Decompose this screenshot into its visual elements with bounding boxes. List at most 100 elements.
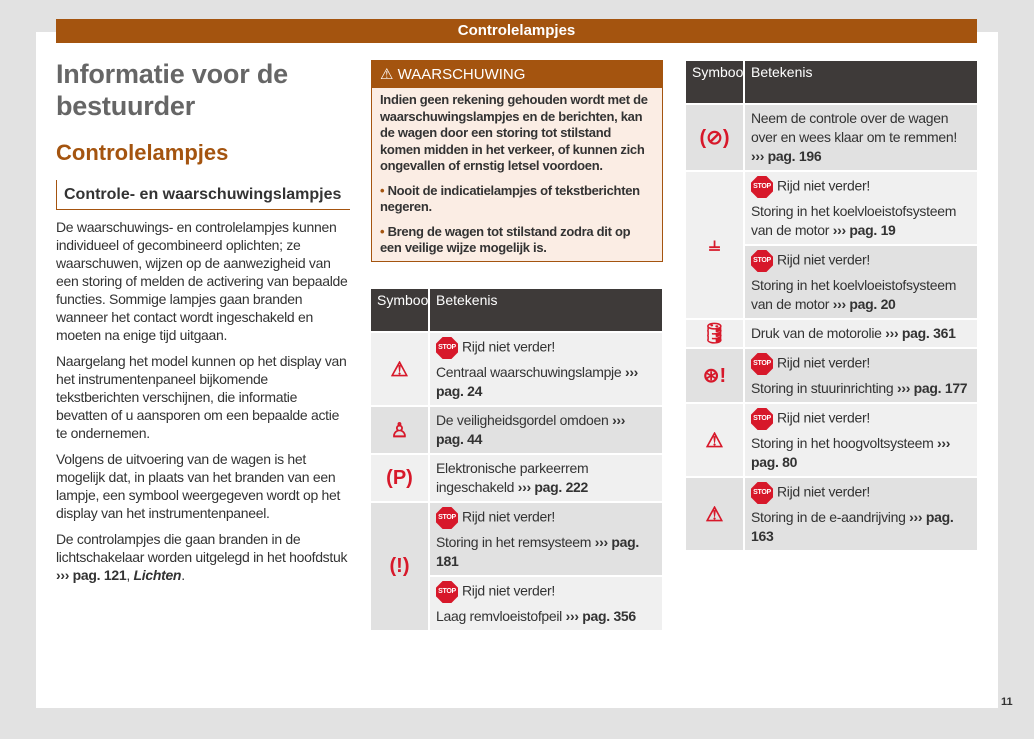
warning-icon: ⚠ (380, 66, 394, 83)
page-reference[interactable]: ››› pag. 24 (436, 364, 639, 399)
stop-text: Rijd niet verder! (462, 338, 555, 355)
left-column: Informatie voor de bestuurder Controlela… (56, 58, 350, 584)
meaning-text: Storing in het koelvloeistofsysteem van … (751, 203, 957, 238)
header-meaning: Betekenis (430, 289, 662, 331)
separator: , (126, 567, 134, 583)
stop-icon: STOP (751, 176, 773, 198)
meaning-text: De veiligheidsgordel omdoen (436, 412, 609, 428)
stop-text: Rijd niet verder! (462, 582, 555, 599)
oil-can-icon: 🛢 (686, 320, 743, 347)
meaning-cell: STOP Rijd niet verder! Storing in de e-aan… (745, 478, 977, 550)
stop-icon: STOP (436, 337, 458, 359)
meaning-text: Neem de controle over de wagen over en w… (751, 110, 957, 145)
paragraph: Volgens de uitvoering van de wagen is he… (56, 451, 341, 521)
take-control-brake-icon: (⊘) (686, 105, 743, 170)
stop-icon: STOP (436, 507, 458, 529)
page-reference[interactable]: ››› pag. 181 (436, 534, 639, 569)
meaning-text: Storing in het koelvloeistofsysteem van … (751, 277, 957, 312)
stop-text: Rijd niet verder! (777, 483, 870, 500)
lights-link[interactable]: Lichten (133, 567, 182, 583)
meaning-cell: STOP Rijd niet verder! Storing in het hoog… (745, 404, 977, 476)
meaning-cell: De veiligheidsgordel omdoen ››› pag. 44 (430, 407, 662, 453)
table-row: ♙ De veiligheidsgordel omdoen ››› pag. 44 (371, 407, 662, 453)
car-warning-icon: ⚠ (686, 478, 743, 550)
car-warning-icon: ⚠ (686, 404, 743, 476)
meaning-text: Laag remvloeistofpeil (436, 608, 562, 624)
paragraph: Naargelang het model kunnen op het displ… (56, 353, 347, 441)
meaning-text: Druk van de motorolie (751, 325, 882, 341)
meaning-cell: Druk van de motorolie ››› pag. 361 (745, 320, 977, 347)
page-reference[interactable]: ››› pag. 196 (751, 148, 822, 164)
header-symbol: Symbool (686, 61, 746, 103)
warning-bullet: • Breng de wagen tot stilstand zodra dit… (380, 223, 631, 256)
period: . (181, 567, 185, 583)
warning-lights-table-2: Symbool Betekenis (⊘) Neem de controle over… (686, 61, 977, 552)
meaning-text: Storing in de e-aandrijving (751, 509, 906, 525)
stop-text: Rijd niet verder! (462, 508, 555, 525)
page-reference[interactable]: ››› pag. 80 (751, 435, 951, 470)
meaning-cell: STOP Rijd niet verder! Laag remvloeistofpe… (430, 577, 662, 630)
stop-icon: STOP (751, 408, 773, 430)
table-row: 🛢 Druk van de motorolie ››› pag. 361 (686, 320, 977, 347)
meaning-text: Storing in het hoogvoltsysteem (751, 435, 934, 451)
seatbelt-icon: ♙ (371, 407, 428, 453)
page-title: Informatie voor de bestuurder (56, 59, 288, 121)
meaning-cell: STOP Rijd niet verder! Storing in het koel… (745, 172, 977, 244)
meaning-text: Centraal waarschuwingslampje (436, 364, 622, 380)
warning-title: WAARSCHUWING (397, 66, 526, 83)
stop-text: Rijd niet verder! (777, 251, 870, 268)
meaning-cell: Elektronische parkeerrem ingeschakeld ››… (430, 455, 662, 501)
page-reference[interactable]: ››› pag. 356 (565, 608, 637, 624)
subsection-title: Controle- en waarschuwingslampjes (56, 180, 350, 210)
paragraph: De waarschuwings- en controlelampjes kun… (56, 219, 348, 343)
header-meaning: Betekenis (745, 61, 977, 103)
meaning-cell: STOP Rijd niet verder! Centraal waarschuwi… (430, 333, 662, 405)
meaning-cell: STOP Rijd niet verder! Storing in het koel… (745, 246, 977, 318)
stop-text: Rijd niet verder! (777, 354, 870, 371)
steering-wheel-warning-icon: ⊛! (686, 349, 743, 402)
meaning-cell: Neem de controle over de wagen over en w… (745, 105, 977, 170)
page-number: 11 (1001, 696, 1013, 708)
warning-lights-table-1: Symbool Betekenis ⚠ STOP Rijd niet verder! Ce… (371, 289, 662, 632)
page-reference[interactable]: ››› pag. 163 (751, 509, 954, 544)
warning-triangle-icon: ⚠ (371, 333, 428, 405)
meaning-text: Elektronische parkeerrem ingeschakeld (436, 460, 589, 495)
meaning-text: Storing in stuurinrichting (751, 380, 894, 396)
stop-icon: STOP (751, 482, 773, 504)
table-header: Symbool Betekenis (371, 289, 662, 331)
paragraph: De controlampjes die gaan branden in de … (56, 530, 350, 584)
table-row: (!) STOP Rijd niet verder! Storing in het r… (371, 503, 662, 630)
meaning-cell: STOP Rijd niet verder! Storing in stuurinr… (745, 349, 977, 402)
header-symbol: Symbool (371, 289, 431, 331)
warning-bullet: • Nooit de indicatielampjes of tekstberi… (380, 182, 640, 215)
table-row: (P) Elektronische parkeerrem ingeschakeld… (371, 455, 662, 501)
warning-body: Indien geen rekening gehouden wordt met … (380, 92, 648, 173)
page-reference[interactable]: ››› pag. 44 (436, 412, 626, 447)
page-reference[interactable]: ››› pag. 121 (56, 567, 127, 583)
table-row: ⫨ STOP Rijd niet verder! Storing in het koe… (686, 172, 977, 318)
table-row: ⚠ STOP Rijd niet verder! Centraal waarschuw… (371, 333, 662, 405)
stop-text: Rijd niet verder! (777, 409, 870, 426)
stop-icon: STOP (751, 353, 773, 375)
table-header: Symbool Betekenis (686, 61, 977, 103)
paragraph-text: De controlampjes die gaan branden in de … (56, 531, 348, 565)
coolant-temperature-icon: ⫨ (686, 172, 743, 318)
warning-box: ⚠ WAARSCHUWING Indien geen rekening geho… (371, 60, 663, 262)
page-reference[interactable]: ››› pag. 20 (832, 296, 896, 312)
warning-header: ⚠ WAARSCHUWING (372, 61, 662, 88)
stop-icon: STOP (436, 581, 458, 603)
meaning-cell: STOP Rijd niet verder! Storing in het rems… (430, 503, 662, 575)
table-row: ⚠ STOP Rijd niet verder! Storing in de e-aa… (686, 478, 977, 550)
table-row: (⊘) Neem de controle over de wagen over e… (686, 105, 977, 170)
parking-brake-icon: (P) (371, 455, 428, 501)
page-reference[interactable]: ››› pag. 361 (885, 325, 956, 341)
stop-icon: STOP (751, 250, 773, 272)
table-row: ⚠ STOP Rijd niet verder! Storing in het hoo… (686, 404, 977, 476)
page-reference[interactable]: ››› pag. 222 (517, 479, 589, 495)
meaning-text: Storing in het remsysteem (436, 534, 592, 550)
page-reference[interactable]: ››› pag. 19 (832, 222, 896, 238)
stop-text: Rijd niet verder! (777, 177, 870, 194)
section-title: Controlelampjes (56, 140, 229, 165)
brake-system-icon: (!) (371, 503, 428, 630)
page-reference[interactable]: ››› pag. 177 (896, 380, 968, 396)
